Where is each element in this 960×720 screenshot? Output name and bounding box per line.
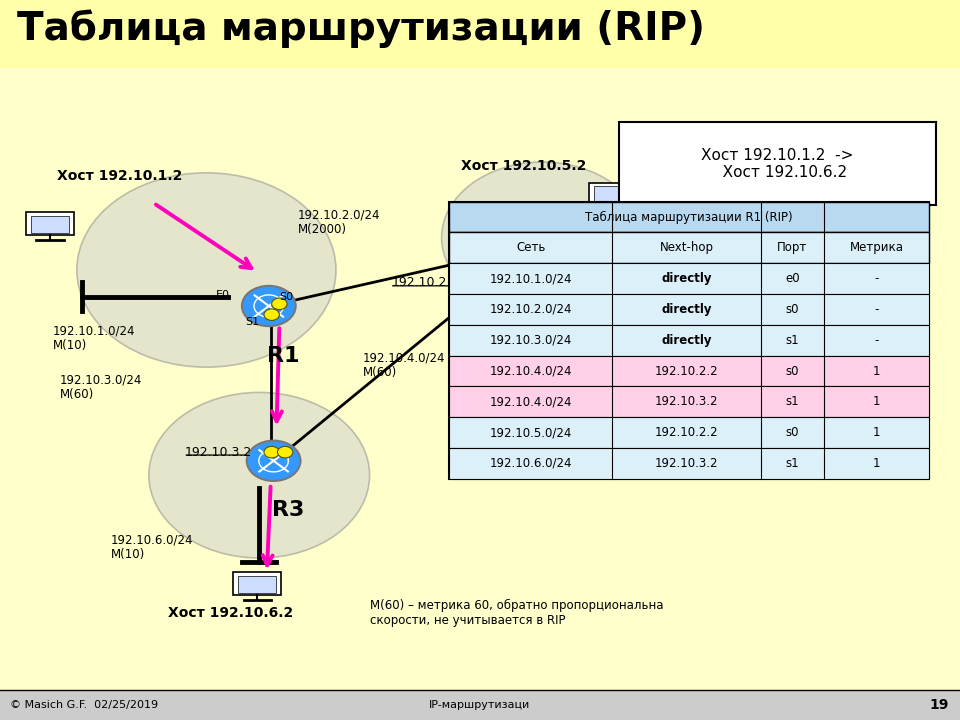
Circle shape (524, 241, 540, 253)
Circle shape (264, 309, 279, 320)
FancyBboxPatch shape (449, 294, 929, 325)
Text: 192.10.3.0/24: 192.10.3.0/24 (490, 333, 572, 347)
FancyBboxPatch shape (449, 387, 929, 417)
Text: E0: E0 (564, 243, 578, 253)
FancyBboxPatch shape (0, 690, 960, 720)
Text: Хост 192.10.1.2  ->
   Хост 192.10.6.2: Хост 192.10.1.2 -> Хост 192.10.6.2 (702, 148, 853, 180)
FancyBboxPatch shape (449, 417, 929, 448)
Text: 192.10.2.2: 192.10.2.2 (655, 426, 719, 439)
Text: 192.10.2.2: 192.10.2.2 (655, 364, 719, 377)
Text: 192.10.1.0/24
M(10): 192.10.1.0/24 M(10) (53, 325, 135, 352)
Text: s1: s1 (785, 457, 800, 470)
Text: e0: e0 (785, 272, 800, 285)
FancyBboxPatch shape (619, 122, 936, 205)
Text: 1: 1 (873, 395, 880, 408)
Text: R3: R3 (272, 500, 304, 521)
Text: 192.10.5.0/24
M(10): 192.10.5.0/24 M(10) (610, 282, 692, 309)
Text: s0: s0 (785, 364, 800, 377)
Text: 192.10.6.0/24
M(10): 192.10.6.0/24 M(10) (110, 534, 193, 561)
Text: 192.10.3.2: 192.10.3.2 (184, 446, 252, 459)
Text: Сеть: Сеть (516, 241, 545, 254)
Text: s0: s0 (785, 303, 800, 316)
Text: 1: 1 (873, 364, 880, 377)
FancyBboxPatch shape (449, 264, 929, 294)
Text: IP-маршрутизаци: IP-маршрутизаци (429, 700, 531, 710)
Circle shape (77, 173, 336, 367)
Text: directly: directly (661, 303, 712, 316)
FancyBboxPatch shape (449, 202, 929, 233)
FancyBboxPatch shape (589, 183, 634, 204)
Text: Таблица маршрутизации (RIP): Таблица маршрутизации (RIP) (17, 9, 706, 48)
Text: directly: directly (661, 272, 712, 285)
FancyBboxPatch shape (449, 448, 929, 479)
Text: 192.10.4.0/24: 192.10.4.0/24 (490, 395, 572, 408)
FancyBboxPatch shape (26, 212, 74, 235)
Text: -: - (875, 333, 878, 347)
Text: S1: S1 (246, 317, 259, 327)
Circle shape (242, 286, 296, 326)
Circle shape (277, 446, 293, 458)
Text: 192.10.2.0/24: 192.10.2.0/24 (490, 303, 572, 316)
FancyBboxPatch shape (233, 572, 281, 595)
Text: R1: R1 (267, 346, 300, 366)
Text: directly: directly (661, 333, 712, 347)
Text: 192.10.2.2: 192.10.2.2 (392, 276, 459, 289)
FancyBboxPatch shape (238, 576, 276, 593)
Text: © Masich G.F.  02/25/2019: © Masich G.F. 02/25/2019 (10, 700, 157, 710)
Text: s1: s1 (785, 395, 800, 408)
Text: 192.10.4.0/24
M(60): 192.10.4.0/24 M(60) (363, 351, 445, 379)
Text: 192.10.5.0/24: 192.10.5.0/24 (490, 426, 572, 439)
FancyBboxPatch shape (449, 325, 929, 356)
Circle shape (149, 392, 370, 558)
Text: Хост 192.10.1.2: Хост 192.10.1.2 (58, 169, 182, 184)
Text: Таблица маршрутизации R1 (RIP): Таблица маршрутизации R1 (RIP) (586, 210, 793, 223)
Text: 19: 19 (929, 698, 948, 712)
FancyBboxPatch shape (0, 0, 960, 68)
Text: 192.10.4.0/24: 192.10.4.0/24 (490, 364, 572, 377)
Text: 192.10.3.0/24
M(60): 192.10.3.0/24 M(60) (60, 374, 142, 401)
Text: S0: S0 (279, 292, 293, 302)
Text: Порт: Порт (778, 241, 807, 254)
Text: Хост 192.10.6.2: Хост 192.10.6.2 (168, 606, 293, 621)
Circle shape (272, 298, 287, 310)
Text: 1: 1 (873, 457, 880, 470)
FancyBboxPatch shape (449, 202, 929, 479)
Text: R2: R2 (502, 284, 535, 305)
Text: 192.10.3.2: 192.10.3.2 (655, 395, 719, 408)
Circle shape (442, 162, 643, 313)
Text: Метрика: Метрика (850, 241, 903, 254)
Text: 192.10.3.2: 192.10.3.2 (655, 457, 719, 470)
Circle shape (247, 441, 300, 481)
Text: s0: s0 (785, 426, 800, 439)
FancyBboxPatch shape (31, 216, 69, 233)
Text: Хост 192.10.5.2: Хост 192.10.5.2 (461, 158, 586, 173)
FancyBboxPatch shape (449, 233, 929, 264)
FancyBboxPatch shape (594, 186, 629, 202)
Text: -: - (875, 272, 878, 285)
Text: 192.10.2.0/24
M(2000): 192.10.2.0/24 M(2000) (298, 208, 380, 236)
Text: 192.10.6.0/24: 192.10.6.0/24 (490, 457, 572, 470)
Circle shape (523, 245, 539, 256)
Text: Next-hop: Next-hop (660, 241, 714, 254)
FancyBboxPatch shape (449, 356, 929, 387)
Text: М(60) – метрика 60, обратно пропорциональна
скорости, не учитывается в RIP: М(60) – метрика 60, обратно пропорционал… (370, 599, 663, 628)
Text: -: - (875, 303, 878, 316)
Text: s1: s1 (785, 333, 800, 347)
Text: E0: E0 (216, 290, 229, 300)
Text: 192.10.1.0/24: 192.10.1.0/24 (490, 272, 572, 285)
Circle shape (264, 446, 279, 458)
Text: 1: 1 (873, 426, 880, 439)
Circle shape (516, 225, 569, 265)
